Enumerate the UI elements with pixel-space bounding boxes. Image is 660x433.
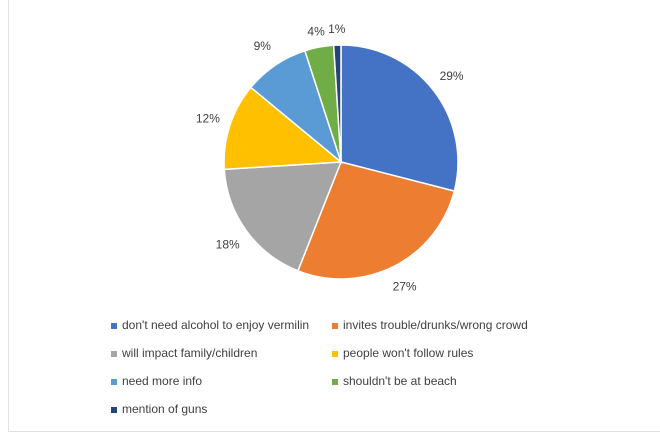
pie-slice-2	[296, 161, 456, 280]
legend-label-7: mention of guns	[122, 402, 207, 416]
legend-label-4: people won't follow rules	[343, 346, 473, 360]
pie-slice-1	[340, 44, 459, 193]
legend-swatch-3	[111, 351, 117, 357]
pct-label-7: 1%	[328, 22, 346, 36]
pct-label-6: 4%	[307, 24, 325, 38]
pie-slices	[223, 44, 459, 280]
pie-slice-4	[223, 86, 343, 171]
pct-label-5: 9%	[254, 39, 272, 53]
legend-label-3: will impact family/children	[121, 346, 257, 360]
legend: don't need alcohol to enjoy vermilin invi…	[111, 318, 528, 416]
pie-chart: 29% 27% 18% 12% 9% 4% 1% don't need alcohol to…	[111, 22, 528, 416]
pie-slice-7	[332, 44, 342, 163]
pct-label-1: 29%	[440, 69, 464, 83]
chart-frame: 29% 27% 18% 12% 9% 4% 1% don't need alcohol to…	[8, 0, 660, 432]
legend-label-6: shouldn't be at beach	[343, 374, 457, 388]
legend-swatch-4	[332, 351, 338, 357]
legend-swatch-2	[332, 323, 338, 329]
pct-label-2: 27%	[393, 280, 417, 294]
pct-label-3: 18%	[216, 237, 240, 251]
legend-swatch-1	[111, 323, 117, 329]
legend-swatch-7	[111, 407, 117, 413]
legend-swatch-5	[111, 379, 117, 385]
legend-label-5: need more info	[122, 374, 202, 388]
legend-swatch-6	[332, 379, 338, 385]
percentage-labels: 29% 27% 18% 12% 9% 4% 1%	[196, 22, 464, 294]
legend-label-2: invites trouble/drunks/wrong crowd	[343, 318, 528, 332]
pie-slice-3	[223, 161, 343, 272]
pct-label-4: 12%	[196, 112, 220, 126]
legend-label-1: don't need alcohol to enjoy vermilin	[122, 318, 309, 332]
